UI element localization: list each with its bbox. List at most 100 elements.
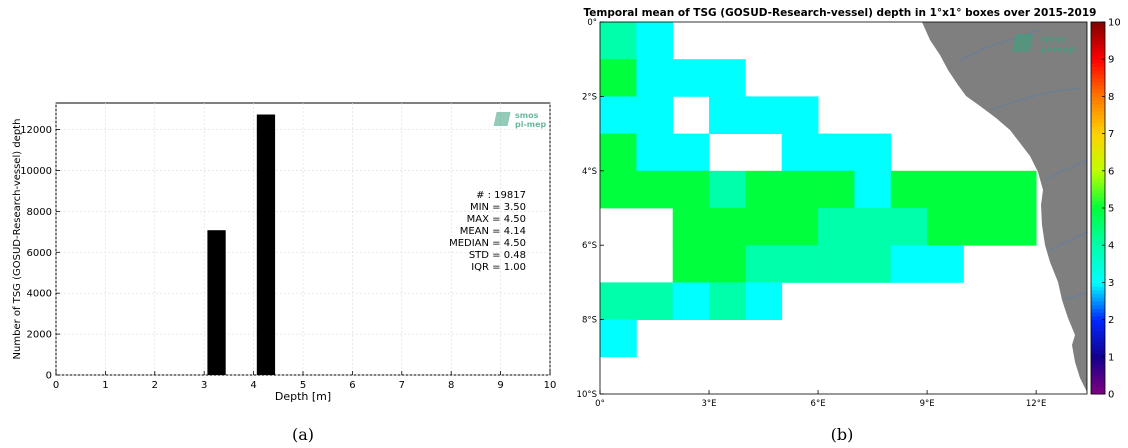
colorbar-segment — [1091, 77, 1105, 83]
colorbar-segment — [1091, 267, 1105, 272]
colorbar-segment — [1091, 185, 1105, 190]
heatmap-cell — [745, 208, 783, 246]
colorbar-segment — [1091, 196, 1105, 202]
colorbar-segment — [1091, 245, 1105, 250]
colorbar-segment — [1091, 155, 1105, 161]
colorbar-segment — [1091, 115, 1105, 120]
colorbar-segment — [1091, 234, 1105, 239]
x-tick-label: 1 — [102, 380, 108, 391]
colorbar-segment — [1091, 338, 1105, 343]
colorbar-segment — [1091, 360, 1105, 365]
colorbar-segment — [1091, 204, 1105, 209]
colorbar-segment — [1091, 181, 1105, 187]
lon-tick-label: 3°E — [702, 399, 717, 409]
heatmap-cell — [636, 282, 674, 320]
colorbar-segment — [1091, 364, 1105, 369]
colorbar-segment — [1091, 88, 1105, 94]
stat-line: MEAN = 4.14 — [460, 226, 526, 237]
colorbar-segment — [1091, 353, 1105, 358]
heatmap-cell — [600, 133, 637, 172]
colorbar-segment — [1091, 111, 1105, 116]
heatmap-cell — [781, 245, 819, 283]
heatmap-cell — [600, 59, 637, 97]
colorbar-segment — [1091, 200, 1105, 205]
lon-tick-label: 9°E — [920, 399, 935, 409]
colorbar-segment — [1091, 282, 1105, 287]
heatmap-cell — [672, 170, 710, 209]
colorbar-segment — [1091, 174, 1105, 179]
heatmap-cells — [600, 22, 1037, 358]
histogram-bar — [256, 114, 276, 376]
heatmap-cell — [636, 170, 674, 209]
colorbar-segment — [1091, 323, 1105, 328]
colorbar-segment — [1091, 256, 1105, 261]
colorbar-segment — [1091, 48, 1105, 53]
histogram-bar — [207, 230, 226, 375]
logo-icon — [493, 112, 511, 126]
x-tick-label: 7 — [399, 380, 405, 391]
heatmap-cell — [636, 59, 674, 97]
colorbar-segment — [1091, 70, 1105, 75]
heatmap-cell — [709, 96, 746, 134]
colorbar-segment — [1091, 122, 1105, 127]
heatmap-cell — [672, 245, 710, 283]
colorbar-segment — [1091, 386, 1105, 391]
colorbar-segment — [1091, 237, 1105, 242]
colorbar-tick-label: 7 — [1108, 129, 1114, 140]
colorbar-segment — [1091, 252, 1105, 257]
colorbar-tick-label: 10 — [1108, 18, 1121, 29]
colorbar-segment — [1091, 29, 1105, 34]
colorbar-segment — [1091, 278, 1105, 283]
heatmap-cell — [854, 133, 892, 172]
heatmap-cell — [672, 282, 710, 320]
lat-tick-label: 0° — [587, 18, 597, 28]
heatmap-cell — [927, 170, 964, 209]
heatmap-cell — [781, 170, 819, 209]
land-mass — [922, 22, 1087, 392]
river — [1044, 159, 1088, 181]
logo-line1: smos — [1040, 35, 1066, 45]
heatmap-cell — [890, 208, 928, 246]
heatmap-cell — [745, 170, 783, 209]
heatmap-cell — [636, 96, 674, 134]
colorbar-tick-label: 8 — [1108, 92, 1114, 103]
colorbar-segment — [1091, 215, 1105, 220]
colorbar-segment — [1091, 248, 1105, 254]
colorbar-segment — [1091, 100, 1105, 105]
y-tick-label: 8000 — [27, 207, 52, 218]
y-tick-label: 2000 — [27, 330, 52, 341]
colorbar-segment — [1091, 297, 1105, 302]
heatmap-cell — [672, 208, 710, 246]
y-tick-label: 4000 — [27, 289, 52, 300]
y-axis-label: Number of TSG (GOSUD-Research-vessel) de… — [12, 119, 23, 360]
colorbar-segment — [1091, 126, 1105, 131]
colorbar-tick-label: 6 — [1108, 166, 1114, 177]
colorbar-segment — [1091, 226, 1105, 231]
logo-line1: smos — [515, 111, 539, 120]
stat-line: IQR = 1.00 — [471, 262, 526, 273]
colorbar-segment — [1091, 33, 1105, 38]
colorbar-segment — [1091, 289, 1105, 295]
colorbar-segment — [1091, 293, 1105, 298]
heatmap-cell — [709, 245, 746, 283]
x-tick-label: 4 — [250, 380, 256, 391]
colorbar-segment — [1091, 390, 1105, 395]
colorbar-segment — [1091, 74, 1105, 79]
x-tick-label: 2 — [152, 380, 158, 391]
colorbar-segment — [1091, 271, 1105, 276]
heatmap-cell — [818, 208, 855, 246]
heatmap-cell — [854, 208, 892, 246]
colorbar-segment — [1091, 375, 1105, 380]
x-axis-label: Depth [m] — [275, 390, 331, 403]
colorbar-segment — [1091, 379, 1105, 384]
bars — [207, 114, 276, 376]
colorbar-segment — [1091, 274, 1105, 280]
colorbar-segment — [1091, 133, 1105, 138]
heatmap-cell — [890, 170, 928, 209]
lat-tick-label: 10°S — [577, 390, 597, 400]
colorbar-segment — [1091, 189, 1105, 194]
colorbar-segment — [1091, 327, 1105, 332]
lat-tick-label: 8°S — [582, 316, 597, 326]
colorbar-segment — [1091, 219, 1105, 224]
colorbar-tick-label: 9 — [1108, 55, 1114, 66]
